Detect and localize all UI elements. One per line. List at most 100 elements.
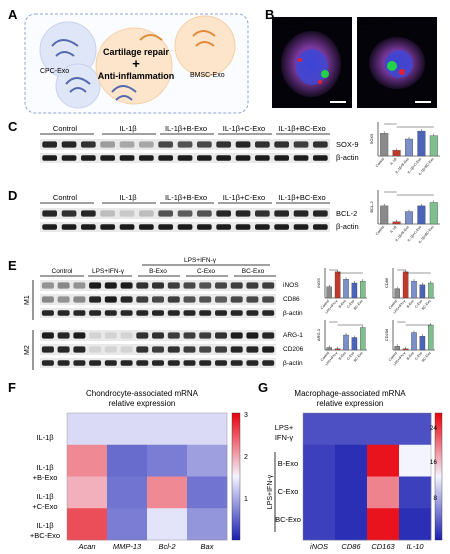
blot-band	[215, 332, 227, 339]
blot-band	[293, 141, 309, 148]
blot-band	[89, 332, 102, 339]
heatmap-cell	[399, 476, 432, 509]
blot-band	[119, 210, 135, 217]
row-label-cd206: CD206	[283, 346, 304, 353]
panel-f-heatmap	[66, 412, 228, 541]
heatmap-cell	[303, 444, 336, 477]
blot-band	[139, 224, 154, 230]
blot-band	[120, 332, 133, 339]
blot-band	[158, 210, 173, 217]
panel-d-label: D	[8, 188, 17, 203]
blot-band	[215, 310, 227, 316]
panel-c-bar-chart: Control IL-1βIL-1β+B-ExoIL-1β+C-ExoIL-1β+…	[369, 122, 440, 176]
blot-band	[152, 310, 164, 316]
blot-band	[313, 224, 328, 230]
col-label: Acan	[77, 542, 95, 551]
row-label: IL-1β	[36, 492, 54, 501]
blot-band	[197, 141, 212, 148]
bar	[417, 130, 426, 157]
blot-band	[216, 210, 231, 217]
legend-f-actin: F-actin	[382, 27, 399, 33]
y-axis-label: SOX9	[369, 133, 374, 144]
bar	[405, 138, 414, 157]
blot-band	[41, 346, 54, 353]
group-label: Control	[52, 268, 74, 275]
blot-band	[57, 282, 70, 289]
heatmap-f-row-labels: IL-1β IL-1β +B-Exo IL-1β +C-Exo IL-1β +B…	[30, 433, 60, 540]
col-label: Bcl-2	[158, 542, 176, 551]
heatmap-f-col-labels: Acan MMP-13 Bcl-2 Bax	[77, 542, 213, 551]
blot-band	[167, 332, 180, 339]
heatmap-cell	[367, 413, 400, 446]
x-tick-label: Control	[320, 351, 330, 362]
blot-band	[104, 346, 117, 353]
blot-band	[293, 155, 309, 161]
heatmap-cell	[147, 413, 188, 446]
blot-band	[230, 346, 243, 353]
blot-band	[255, 155, 270, 161]
blot-band	[61, 224, 77, 230]
blot-band	[167, 360, 180, 366]
blot-band	[120, 282, 133, 289]
blot-band	[136, 360, 149, 366]
blot-band	[73, 282, 86, 289]
blot-band	[73, 296, 86, 303]
panel-g-heatmap	[302, 412, 432, 541]
blot-band	[139, 210, 154, 217]
panel-a-schematic: CPC-Exo BMSC-Exo Cartilage repair + Anti…	[24, 13, 249, 114]
blot-band	[199, 310, 212, 316]
x-tick-label: BC-Exo	[353, 351, 364, 363]
colorbar-tick: 16	[430, 459, 438, 466]
blot-band	[230, 282, 243, 289]
colorbar-f	[231, 412, 241, 541]
row-label-beta-actin: β-actin	[336, 222, 359, 231]
heatmap-cell	[67, 508, 108, 541]
bar	[392, 221, 401, 225]
blot-band	[73, 310, 86, 316]
bar	[402, 348, 409, 351]
heatmap-cell	[107, 413, 148, 446]
blot-band	[197, 224, 212, 230]
bar	[402, 271, 409, 299]
blot-band	[246, 360, 259, 366]
blot-band	[262, 282, 275, 289]
blot-band	[262, 346, 275, 353]
blot-band	[215, 346, 227, 353]
blot-band	[57, 310, 70, 316]
blot-band	[235, 210, 251, 217]
row-label-beta-actin: β-actin	[283, 360, 303, 367]
col-label: Bax	[201, 542, 214, 551]
blot-band	[89, 360, 102, 366]
heatmap-cell	[399, 444, 432, 477]
y-axis-label: ARG-1	[316, 328, 321, 341]
blot-band	[216, 141, 231, 148]
heatmap-border	[302, 412, 432, 541]
bar	[343, 334, 349, 351]
row-label: IL-1β	[36, 433, 54, 442]
plus-sign: +	[132, 56, 140, 71]
blot-band	[216, 155, 231, 161]
group-label: IL-1β+B-Exo	[165, 193, 207, 202]
blot-band	[104, 296, 117, 303]
x-tick-label: Control	[388, 351, 398, 362]
blot-band	[197, 155, 212, 161]
group-label: IL-1β+B-Exo	[165, 124, 207, 133]
blot-band	[158, 224, 173, 230]
blot-band	[262, 360, 275, 366]
blot-band	[57, 346, 70, 353]
blot-band	[89, 296, 102, 303]
blot-band	[152, 282, 164, 289]
bar	[334, 348, 341, 351]
blot-band	[167, 310, 180, 316]
blot-band	[152, 296, 164, 303]
blot-band	[120, 310, 133, 316]
blot-band	[230, 310, 243, 316]
blot-band	[158, 155, 173, 161]
group-label: Control	[53, 124, 78, 133]
y-axis-label: CD86	[384, 277, 389, 288]
blot-band	[215, 360, 227, 366]
blot-band	[42, 224, 57, 230]
bar	[380, 205, 389, 225]
